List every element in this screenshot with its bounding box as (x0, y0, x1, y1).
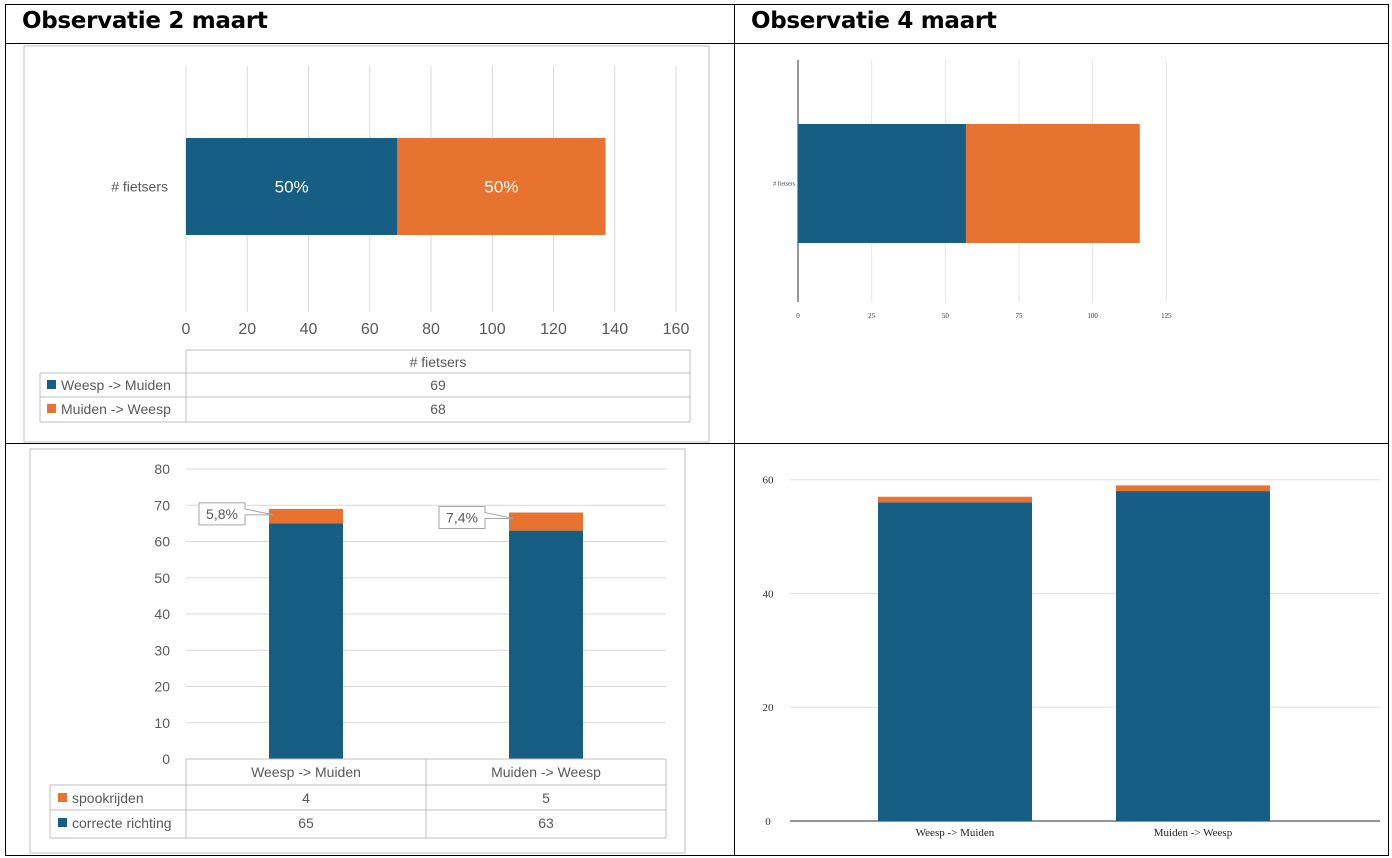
x-category-label: Weesp -> Muiden (251, 764, 361, 780)
data-callout-label: 5,8% (206, 506, 238, 522)
bar-segment (269, 508, 343, 524)
bar-segment (798, 124, 966, 243)
y-tick-label: 40 (154, 606, 170, 622)
table-value: 65 (298, 815, 314, 831)
header-observation-march-4: Observatie 4 maart (751, 8, 997, 34)
x-tick-label: 100 (479, 321, 506, 338)
bar-segment (269, 523, 343, 759)
layout-header-divider (5, 43, 1389, 44)
bar-segment (397, 138, 606, 235)
y-tick-label: 80 (154, 461, 170, 477)
bar-data-label: 50% (484, 178, 518, 197)
bar-segment (509, 512, 583, 531)
y-tick-label: 10 (154, 715, 170, 731)
table-value: 5 (542, 790, 550, 806)
x-category-label: Weesp -> Muiden (916, 827, 995, 839)
x-tick-label: 100 (1087, 312, 1098, 320)
legend-swatch (58, 793, 67, 802)
layout-column-divider (734, 4, 735, 856)
legend-swatch (47, 380, 56, 389)
bar-segment (1116, 485, 1270, 492)
x-category-label: Muiden -> Weesp (1154, 827, 1233, 839)
table-value: 69 (430, 377, 446, 393)
bar-data-label: 50% (275, 178, 309, 197)
x-tick-label: 60 (361, 321, 379, 338)
x-tick-label: 80 (422, 321, 440, 338)
x-tick-label: 160 (663, 321, 690, 338)
x-category-label: Muiden -> Weesp (491, 764, 601, 780)
layout-table-frame (5, 4, 1389, 856)
x-tick-label: 20 (238, 321, 256, 338)
y-tick-label: 50 (154, 570, 170, 586)
data-callout-box (198, 502, 274, 526)
y-tick-label: 30 (154, 642, 170, 658)
legend-label: Weesp -> Muiden (61, 377, 171, 393)
x-tick-label: 50 (942, 312, 950, 320)
bar-segment (878, 496, 1032, 503)
x-tick-label: 0 (796, 312, 800, 320)
x-tick-label: 125 (1161, 312, 1172, 320)
legend-label: Muiden -> Weesp (61, 401, 171, 417)
y-tick-label: 0 (162, 751, 170, 767)
x-tick-label: 0 (182, 321, 191, 338)
header-observation-march-2: Observatie 2 maart (22, 8, 268, 34)
chart-area-border (23, 45, 710, 443)
x-tick-label: 75 (1016, 312, 1024, 320)
x-tick-label: 120 (540, 321, 567, 338)
x-tick-label: 40 (300, 321, 318, 338)
legend-label: correcte richting (72, 815, 172, 831)
y-category-label: # fietsers (773, 181, 795, 188)
table-value: 4 (302, 790, 310, 806)
bar-segment (1116, 491, 1270, 821)
chart-area-border (29, 448, 686, 854)
layout-row-divider (5, 443, 1389, 444)
table-value: 63 (538, 815, 554, 831)
legend-swatch (47, 404, 56, 413)
table-header: # fietsers (410, 354, 467, 370)
table-value: 68 (430, 401, 446, 417)
y-tick-label: 40 (763, 588, 775, 600)
y-tick-label: 20 (763, 702, 775, 714)
y-category-label: # fietsers (111, 179, 168, 195)
y-tick-label: 0 (765, 816, 771, 828)
y-tick-label: 60 (154, 534, 170, 550)
bar-segment (509, 530, 583, 759)
legend-label: spookrijden (72, 790, 144, 806)
bar-segment (878, 502, 1032, 821)
bar-segment (965, 124, 1140, 243)
bar-segment (186, 138, 398, 235)
x-tick-label: 140 (601, 321, 628, 338)
y-tick-label: 20 (154, 679, 170, 695)
y-tick-label: 70 (154, 497, 170, 513)
x-tick-label: 25 (868, 312, 876, 320)
data-callout-label: 7,4% (446, 510, 478, 526)
data-callout-box (438, 506, 514, 529)
legend-swatch (58, 818, 67, 827)
y-tick-label: 60 (763, 475, 775, 487)
